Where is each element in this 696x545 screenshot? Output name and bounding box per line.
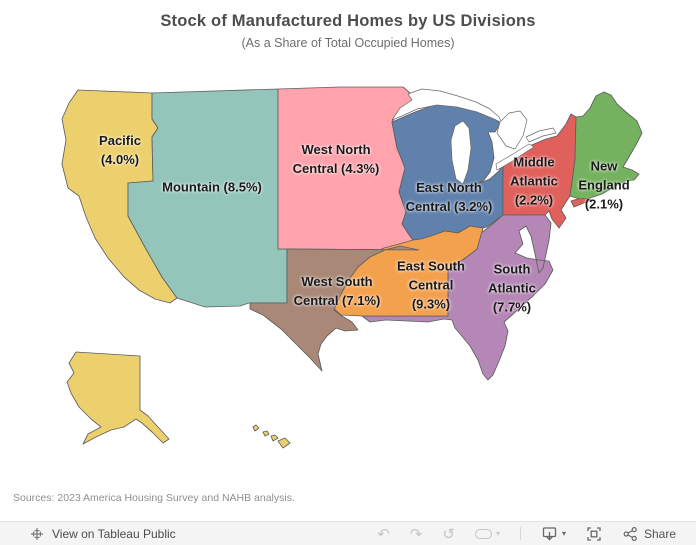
lake-ontario xyxy=(525,127,557,143)
label-line: Central xyxy=(408,277,454,293)
label-east-north-central: East North Central (3.2%) xyxy=(406,178,493,216)
label-line: Pacific xyxy=(99,133,141,148)
label-line: (4.0%) xyxy=(100,152,140,167)
region-alaska[interactable] xyxy=(66,351,170,445)
label-line: Middle xyxy=(513,154,555,170)
label-line: West North xyxy=(301,142,371,157)
chevron-down-icon: ▾ xyxy=(561,529,566,538)
lake-superior xyxy=(391,88,503,124)
region-hawaii[interactable] xyxy=(252,424,291,449)
label-line: (2.1%) xyxy=(584,196,624,212)
label-line: Atlantic xyxy=(488,280,536,296)
chart-header: Stock of Manufactured Homes by US Divisi… xyxy=(0,12,696,50)
label-line: (2.2%) xyxy=(514,192,554,208)
label-west-south-central: West South Central (7.1%) xyxy=(294,272,381,310)
sources-note: Sources: 2023 America Housing Survey and… xyxy=(13,492,295,504)
tableau-footer: View on Tableau Public ↶ ↷ ↺ ▾ ▾ xyxy=(0,521,696,545)
label-line: Atlantic xyxy=(510,173,558,189)
label-pacific: Pacific (4.0%) xyxy=(99,131,141,169)
label-south-atlantic: South Atlantic (7.7%) xyxy=(488,260,536,317)
label-line: (9.3%) xyxy=(411,296,451,312)
region-east-north-central[interactable] xyxy=(391,103,504,241)
view-on-tableau-link[interactable]: View on Tableau Public xyxy=(30,527,176,541)
label-new-england: New England (2.1%) xyxy=(578,157,629,214)
lake-michigan xyxy=(450,120,472,185)
embed-toolbar: ↶ ↷ ↺ ▾ ▾ xyxy=(377,522,696,545)
chart-title: Stock of Manufactured Homes by US Divisi… xyxy=(160,12,536,30)
label-line: South xyxy=(493,261,531,277)
label-line: New xyxy=(590,158,618,174)
download-icon xyxy=(542,526,557,541)
lake-huron xyxy=(496,110,528,150)
toolbar-divider xyxy=(519,527,521,540)
reset-icon[interactable]: ↺ xyxy=(442,524,455,543)
custom-views-icon xyxy=(474,528,492,539)
view-on-tableau-label: View on Tableau Public xyxy=(52,526,176,541)
download-button[interactable]: ▾ xyxy=(541,526,566,542)
label-mountain: Mountain (8.5%) xyxy=(162,178,262,197)
custom-views-button[interactable]: ▾ xyxy=(474,528,500,539)
redo-icon[interactable]: ↷ xyxy=(409,524,423,543)
share-button[interactable]: Share xyxy=(622,526,676,542)
tableau-logo-icon xyxy=(31,527,43,540)
label-line: Central (7.1%) xyxy=(293,293,381,308)
label-middle-atlantic: Middle Atlantic (2.2%) xyxy=(510,153,558,210)
label-east-south-central: East South Central (9.3%) xyxy=(397,257,465,314)
share-icon xyxy=(623,526,637,541)
region-new-england[interactable] xyxy=(569,91,643,200)
label-line: (7.7%) xyxy=(492,299,532,315)
label-line: England xyxy=(578,177,630,193)
undo-icon[interactable]: ↶ xyxy=(377,524,390,543)
label-line: Central (3.2%) xyxy=(405,199,493,214)
label-line: Central (4.3%) xyxy=(292,161,380,176)
chart-subtitle: (As a Share of Total Occupied Homes) xyxy=(241,36,455,50)
chevron-down-icon: ▾ xyxy=(495,529,500,538)
fullscreen-button[interactable] xyxy=(586,526,602,542)
region-west-south-central[interactable] xyxy=(249,245,420,372)
label-line: West South xyxy=(301,274,373,289)
share-label: Share xyxy=(643,526,676,541)
label-west-north-central: West North Central (4.3%) xyxy=(293,140,380,178)
lake-erie xyxy=(495,143,535,171)
fullscreen-icon xyxy=(587,526,601,541)
label-line: East North xyxy=(416,180,482,195)
label-line: East South xyxy=(397,258,465,274)
label-line: Mountain (8.5%) xyxy=(162,179,262,195)
